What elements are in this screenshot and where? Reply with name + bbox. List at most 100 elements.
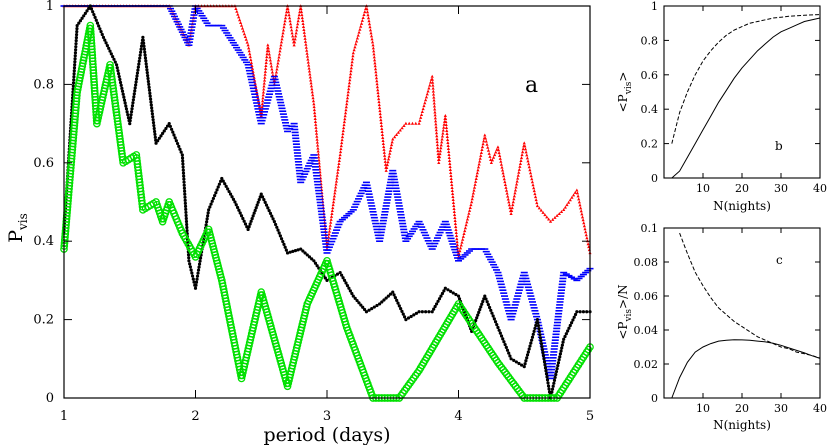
- point-red: [339, 144, 343, 148]
- point-red: [433, 113, 437, 117]
- point-blue: [330, 235, 338, 237]
- point-black: [85, 9, 89, 13]
- point-blue: [391, 184, 399, 187]
- point-blue: [247, 78, 255, 81]
- point-black: [91, 10, 95, 14]
- point-black: [414, 311, 419, 315]
- point-red: [514, 185, 518, 189]
- point-red: [431, 92, 436, 96]
- point-black: [139, 50, 143, 54]
- point-black: [372, 305, 376, 309]
- point-red: [341, 129, 345, 133]
- point-red: [436, 146, 440, 150]
- point-black: [542, 360, 547, 364]
- point-blue: [391, 181, 399, 184]
- point-red: [379, 121, 383, 125]
- point-black: [552, 378, 557, 382]
- point-red: [418, 118, 422, 122]
- point-black: [542, 357, 546, 361]
- point-black: [167, 122, 171, 126]
- point-red: [503, 180, 507, 184]
- point-red: [498, 156, 502, 160]
- point-black: [534, 323, 538, 328]
- point-red: [373, 61, 377, 65]
- panel-c: 10 20 30 40 0 0.02 0.04 0.06 0.08 0.1 N(nights) <…: [616, 222, 827, 432]
- point-blue: [543, 359, 551, 362]
- point-red: [481, 142, 485, 146]
- point-red: [281, 28, 286, 32]
- point-red: [339, 147, 343, 151]
- point-black: [325, 278, 329, 282]
- point-black: [228, 192, 233, 196]
- point-black: [153, 132, 157, 136]
- point-blue: [218, 24, 226, 27]
- point-black: [533, 326, 537, 331]
- point-blue: [548, 368, 556, 371]
- point-black: [144, 62, 148, 66]
- panel-b-line-dashed: [671, 14, 821, 144]
- point-blue: [324, 249, 332, 251]
- point-blue: [527, 295, 535, 297]
- point-red: [372, 52, 376, 56]
- point-black: [117, 74, 121, 79]
- point-red: [479, 153, 483, 157]
- point-blue: [365, 193, 373, 195]
- point-black: [72, 75, 76, 79]
- point-blue: [226, 37, 234, 39]
- point-blue: [556, 304, 564, 306]
- point-red: [444, 116, 448, 120]
- point-red: [382, 144, 386, 148]
- point-blue: [378, 228, 386, 231]
- point-black: [386, 294, 390, 298]
- point-black: [348, 289, 352, 293]
- point-red: [456, 246, 460, 250]
- point-blue: [555, 312, 563, 315]
- panel-b-ylabel-suffix: >: [616, 72, 630, 82]
- point-red: [261, 93, 265, 97]
- point-red: [315, 137, 319, 141]
- point-blue: [356, 195, 364, 197]
- panel-c-ytick-label: 0.08: [634, 256, 659, 269]
- panel-b-xtick-label: 20: [735, 182, 749, 195]
- panel-c-ytick-label: 0.04: [634, 324, 659, 337]
- point-black: [136, 65, 140, 69]
- point-blue: [292, 140, 300, 143]
- point-black: [119, 83, 123, 87]
- point-black: [307, 255, 312, 259]
- point-blue: [401, 234, 409, 237]
- point-red: [432, 98, 436, 102]
- point-black: [524, 359, 528, 363]
- point-black: [388, 292, 393, 296]
- point-red: [576, 194, 580, 198]
- point-blue: [385, 187, 393, 190]
- point-red: [497, 151, 501, 155]
- point-red: [275, 67, 279, 71]
- point-black: [351, 294, 355, 298]
- point-red: [424, 98, 428, 102]
- point-black: [384, 296, 388, 300]
- panel-c-ylabel: <Pvis>/N: [616, 284, 634, 339]
- point-black: [72, 69, 76, 73]
- point-black: [143, 56, 148, 60]
- point-red: [451, 201, 456, 205]
- point-black: [544, 372, 549, 376]
- point-red: [386, 157, 391, 161]
- point-blue: [490, 263, 498, 266]
- point-black: [266, 206, 270, 210]
- point-blue: [294, 158, 302, 160]
- point-red: [452, 207, 456, 211]
- point-black: [74, 42, 78, 46]
- point-black: [392, 293, 396, 297]
- point-black: [216, 185, 220, 189]
- point-blue: [436, 231, 444, 234]
- point-red: [378, 109, 382, 113]
- point-red: [514, 182, 519, 186]
- point-blue: [372, 222, 380, 225]
- point-red: [446, 146, 451, 150]
- point-red: [523, 144, 527, 148]
- point-black: [185, 225, 189, 230]
- point-black: [234, 203, 238, 207]
- point-black: [563, 334, 567, 339]
- point-blue: [345, 212, 353, 215]
- point-red: [462, 231, 466, 235]
